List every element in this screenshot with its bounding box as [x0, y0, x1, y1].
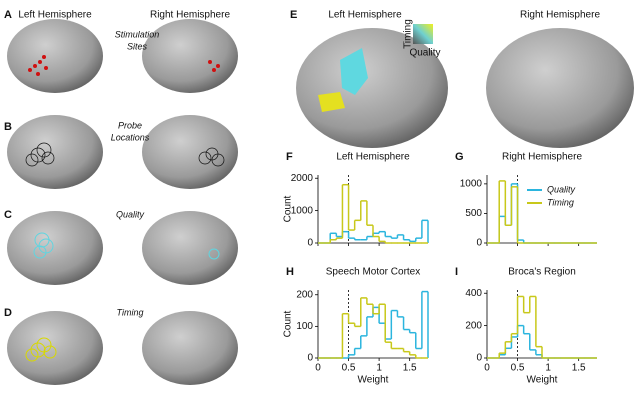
annotation: Quality	[116, 209, 145, 219]
colorbar-label: Quality	[409, 48, 440, 59]
y-tick-label: 1000	[291, 205, 314, 216]
chart-title: Broca's Region	[508, 267, 576, 278]
y-tick-label: 500	[465, 208, 482, 219]
panel-letter: D	[4, 307, 12, 319]
axis	[486, 175, 597, 244]
brain	[7, 115, 103, 189]
brain	[7, 211, 103, 285]
y-tick-label: 0	[476, 353, 482, 364]
x-tick-label: 1	[545, 363, 551, 374]
brain	[296, 28, 448, 148]
quality-region	[340, 48, 368, 95]
y-tick-label: 200	[465, 320, 482, 331]
y-tick-label: 100	[296, 321, 313, 332]
header: Right Hemisphere	[150, 10, 230, 21]
panel-letter: I	[455, 266, 458, 278]
x-tick-label: 1	[376, 363, 382, 374]
y-tick-label: 400	[465, 288, 482, 299]
x-tick-label: 0.5	[342, 363, 356, 374]
panel-letter: C	[4, 209, 12, 221]
x-tick-label: 0	[315, 363, 321, 374]
stim-sites	[28, 55, 220, 76]
brain	[142, 311, 238, 385]
x-axis-label: Weight	[527, 375, 558, 386]
y-tick-label: 0	[307, 238, 313, 249]
step-connector	[498, 296, 543, 358]
annotation: Timing	[117, 307, 144, 317]
brain	[142, 19, 238, 93]
legend-label: Quality	[547, 184, 576, 194]
legend-label: Timing	[547, 197, 574, 207]
chart-title: Right Hemisphere	[502, 152, 582, 163]
x-axis-label: Weight	[358, 375, 389, 386]
colorbar	[413, 24, 433, 44]
step-connector	[329, 184, 386, 243]
probes	[25, 142, 225, 167]
header: Right Hemisphere	[520, 10, 600, 21]
annotation: Stimulation	[115, 29, 160, 39]
y-tick-label: 0	[476, 238, 482, 249]
panel-letter: G	[455, 151, 464, 163]
annotation: Locations	[111, 132, 150, 142]
step-connector	[347, 291, 429, 358]
panel-letter: F	[286, 151, 293, 163]
chart-title: Left Hemisphere	[336, 152, 410, 163]
brain	[486, 28, 634, 148]
y-tick-label: 0	[307, 353, 313, 364]
y-axis-label: Count	[283, 195, 294, 222]
step-connector	[498, 180, 519, 243]
header: Left Hemisphere	[328, 10, 402, 21]
panel-letter: B	[4, 121, 12, 133]
chart-title: Speech Motor Cortex	[326, 267, 421, 278]
y-tick-label: 200	[296, 289, 313, 300]
annotation: Sites	[127, 41, 148, 51]
timing-probes	[25, 337, 57, 362]
step-connector	[498, 183, 525, 243]
panel-letter: H	[286, 266, 294, 278]
quality-probes	[33, 232, 220, 260]
x-tick-label: 0	[484, 363, 490, 374]
y-tick-label: 1000	[460, 179, 483, 190]
panel-letter: A	[4, 9, 12, 21]
brain	[142, 211, 238, 285]
brains	[7, 19, 634, 385]
x-tick-label: 1.5	[403, 363, 417, 374]
colorbar-label: Timing	[403, 19, 414, 49]
step-connector	[341, 297, 417, 358]
annotation: Probe	[118, 120, 142, 130]
brain	[142, 115, 238, 189]
header: Left Hemisphere	[18, 10, 92, 21]
timing-region	[318, 92, 345, 112]
y-axis-label: Count	[283, 310, 294, 337]
y-tick-label: 2000	[291, 173, 314, 184]
x-tick-label: 1.5	[572, 363, 586, 374]
brain	[7, 19, 103, 93]
x-tick-label: 0.5	[511, 363, 525, 374]
axis	[317, 290, 428, 359]
panel-letter: E	[290, 9, 297, 21]
